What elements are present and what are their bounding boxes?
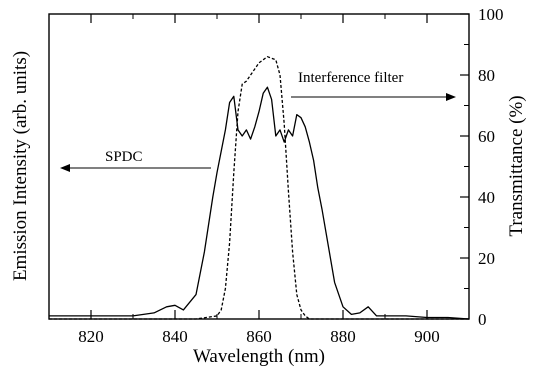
- y-axis-left-label: Emission Intensity (arb. units): [10, 51, 31, 281]
- arrowhead-spdc: [60, 164, 70, 172]
- y-right-tick-label: 100: [478, 5, 504, 24]
- y-right-tick-label: 20: [478, 249, 495, 268]
- x-tick-label: 880: [330, 327, 356, 346]
- series-line-spdc: [49, 86, 470, 320]
- y-right-tick-label: 60: [478, 127, 495, 146]
- y-right-tick-label: 0: [478, 310, 487, 329]
- ticks-layer: 820 840 860 880 900 0 20 40 60 80 100: [48, 5, 504, 346]
- x-tick-label: 820: [78, 327, 104, 346]
- x-tick-label: 840: [162, 327, 188, 346]
- y-right-tick-label: 80: [478, 66, 495, 85]
- y-right-tick-label: 40: [478, 188, 495, 207]
- annotation-interference-filter: Interference filter: [298, 70, 403, 86]
- y-axis-right-label: Transmittance (%): [506, 95, 527, 236]
- series-line-interference-filter: [49, 56, 469, 320]
- x-tick-label: 860: [246, 327, 272, 346]
- arrowhead-interference-filter: [446, 93, 456, 101]
- series-layer: [49, 56, 470, 320]
- x-axis-label: Wavelength (nm): [193, 346, 325, 367]
- plot-frame: [48, 13, 470, 320]
- x-tick-label: 900: [414, 327, 440, 346]
- annotation-spdc: SPDC: [105, 149, 143, 165]
